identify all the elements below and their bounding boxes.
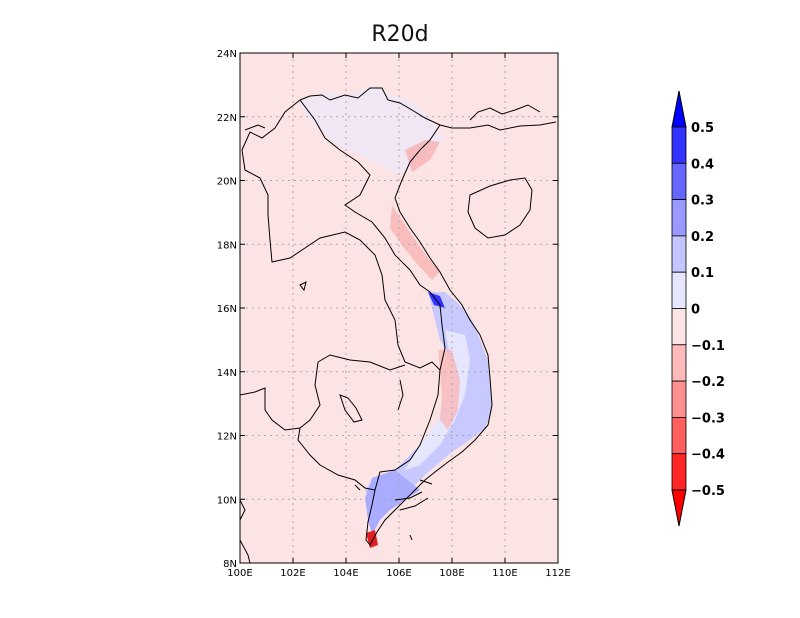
x-tick-label: 106E bbox=[386, 568, 411, 579]
colorbar-segment bbox=[671, 453, 687, 491]
colorbar-label: 0.5 bbox=[691, 121, 714, 136]
colorbar-label: 0 bbox=[691, 303, 700, 318]
colorbar-segment bbox=[671, 380, 687, 418]
y-tick-label: 22N bbox=[217, 113, 237, 124]
x-tick-label: 100E bbox=[227, 568, 252, 579]
x-tick-label: 102E bbox=[280, 568, 305, 579]
colorbar-label: 0.2 bbox=[691, 230, 714, 245]
colorbar-top-extend bbox=[671, 90, 687, 128]
colorbar-segment bbox=[671, 199, 687, 237]
colorbar-label: −0.3 bbox=[691, 411, 725, 426]
colorbar-label: 0.4 bbox=[691, 157, 714, 172]
coastlines bbox=[239, 87, 557, 564]
x-tick-label: 108E bbox=[439, 568, 464, 579]
colorbar-segment bbox=[671, 271, 687, 309]
map-title: R20d bbox=[371, 22, 428, 47]
colorbar-segment bbox=[671, 416, 687, 455]
colorbar-segment bbox=[671, 344, 687, 382]
axis-ticks: 100E 102E 104E 106E 108E 110E 112E 8N 10N 12N 14N 1… bbox=[217, 49, 571, 579]
mekong-blue bbox=[365, 470, 420, 535]
colorbar-label: −0.1 bbox=[691, 339, 725, 354]
x-tick-label: 112E bbox=[545, 568, 570, 579]
y-tick-label: 24N bbox=[217, 49, 237, 60]
colorbar-bottom-extend bbox=[671, 489, 687, 527]
y-tick-label: 16N bbox=[217, 304, 237, 315]
colorbar: 0.5 0.4 0.3 0.2 0.1 0 −0.1 −0.2 −0.3 −0.4 −0.5 bbox=[671, 90, 725, 527]
highland-red-patch bbox=[438, 350, 460, 430]
y-tick-label: 8N bbox=[223, 559, 237, 570]
map-panel: 100E 102E 104E 106E 108E 110E 112E 8N 10N 12N 14N 1… bbox=[217, 49, 571, 579]
colorbar-label: −0.4 bbox=[691, 448, 725, 463]
y-tick-label: 20N bbox=[217, 177, 237, 188]
north-central-red-strip bbox=[390, 205, 440, 280]
colorbar-label: −0.2 bbox=[691, 375, 725, 390]
grid-lines bbox=[240, 53, 558, 563]
colorbar-segment bbox=[671, 162, 687, 201]
red-delta bbox=[405, 140, 440, 172]
colorbar-segment bbox=[671, 126, 687, 164]
x-tick-label: 104E bbox=[333, 568, 358, 579]
x-tick-label: 110E bbox=[492, 568, 517, 579]
y-tick-label: 18N bbox=[217, 240, 237, 251]
y-tick-label: 12N bbox=[217, 432, 237, 443]
colorbar-segment bbox=[671, 235, 687, 273]
colorbar-label: −0.5 bbox=[691, 484, 725, 499]
y-tick-label: 10N bbox=[217, 495, 237, 506]
colorbar-label: 0.3 bbox=[691, 194, 714, 209]
y-tick-label: 14N bbox=[217, 368, 237, 379]
colorbar-segment bbox=[671, 308, 687, 346]
colorbar-label: 0.1 bbox=[691, 266, 714, 281]
